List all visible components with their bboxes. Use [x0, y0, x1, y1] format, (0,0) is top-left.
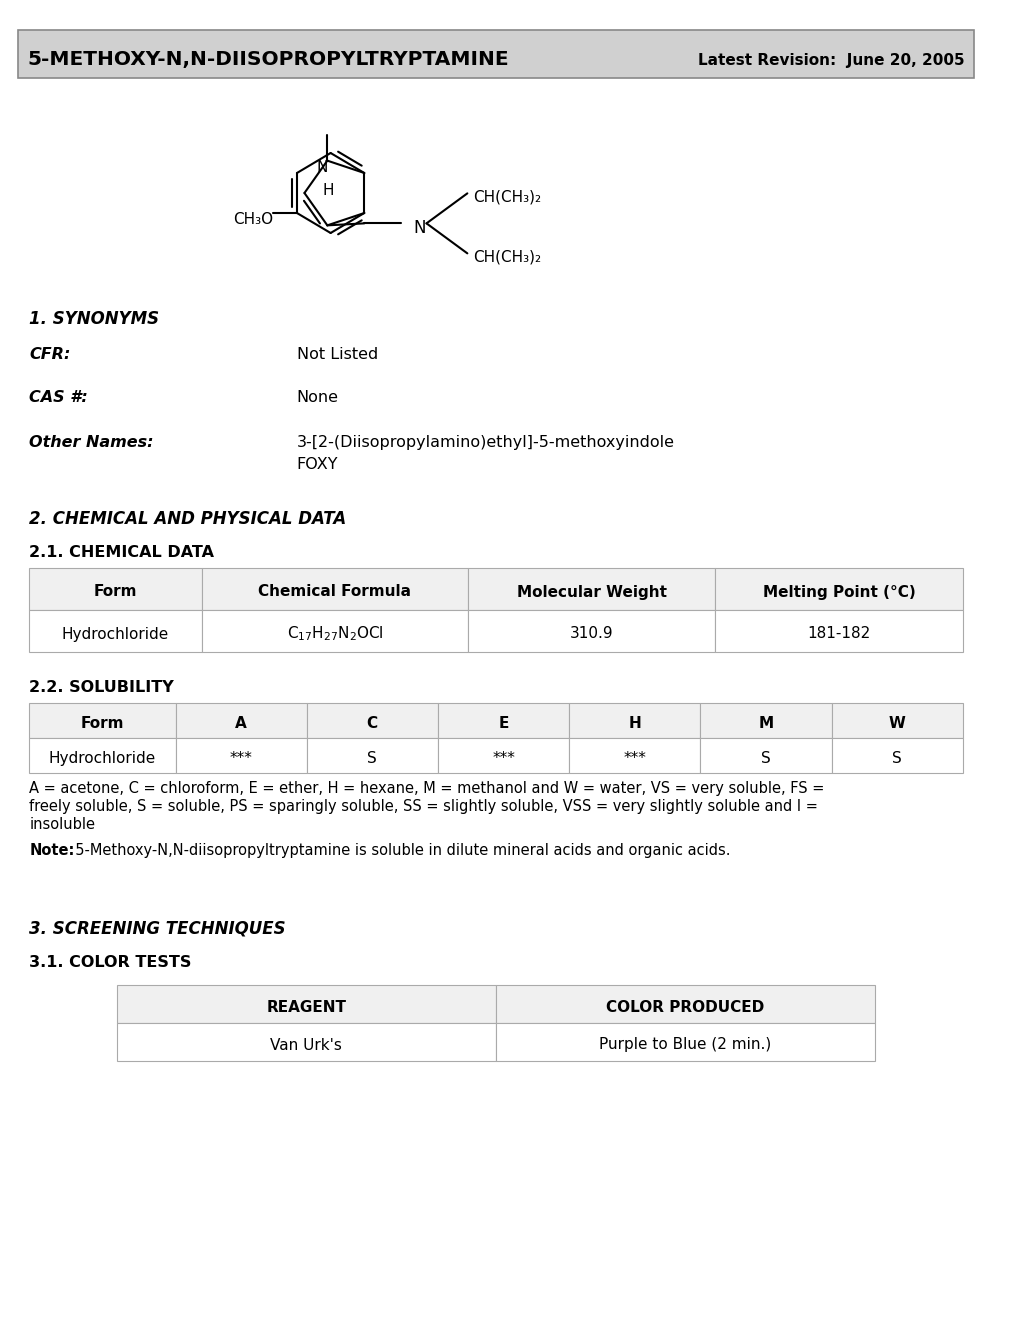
FancyBboxPatch shape [17, 30, 973, 78]
Text: ***: *** [623, 751, 645, 766]
Text: E: E [498, 715, 508, 731]
Bar [30, 738, 175, 774]
Text: S: S [760, 751, 770, 766]
Bar [468, 610, 714, 652]
Text: Hydrochloride: Hydrochloride [62, 627, 169, 642]
Text: 310.9: 310.9 [570, 627, 612, 642]
Text: N: N [317, 160, 328, 176]
Text: H: H [322, 183, 333, 198]
Bar [468, 568, 714, 610]
Text: A = acetone, C = chloroform, E = ether, H = hexane, M = methanol and W = water, : A = acetone, C = chloroform, E = ether, … [30, 781, 823, 796]
Text: ***: *** [229, 751, 253, 766]
Text: Other Names:: Other Names: [30, 436, 154, 450]
Text: 5-METHOXY-N,N-DIISOPROPYLTRYPTAMINE: 5-METHOXY-N,N-DIISOPROPYLTRYPTAMINE [28, 50, 508, 70]
Text: N: N [413, 219, 426, 238]
Text: COLOR PRODUCED: COLOR PRODUCED [606, 999, 764, 1015]
Text: CH(CH₃)₂: CH(CH₃)₂ [473, 249, 541, 265]
Text: CH₃O: CH₃O [233, 211, 273, 227]
Bar [830, 704, 962, 738]
Text: 3. SCREENING TECHNIQUES: 3. SCREENING TECHNIQUES [30, 920, 285, 939]
Text: Latest Revision:  June 20, 2005: Latest Revision: June 20, 2005 [697, 53, 964, 67]
Text: Note:: Note: [30, 843, 74, 858]
Text: Not Listed: Not Listed [297, 347, 377, 362]
Bar [700, 704, 830, 738]
Text: Melting Point (°C): Melting Point (°C) [762, 585, 914, 599]
Bar [202, 610, 468, 652]
Bar [830, 738, 962, 774]
Text: 5-Methoxy-N,N-diisopropyltryptamine is soluble in dilute mineral acids and organ: 5-Methoxy-N,N-diisopropyltryptamine is s… [66, 843, 730, 858]
Text: 1. SYNONYMS: 1. SYNONYMS [30, 310, 159, 327]
Text: 2.2. SOLUBILITY: 2.2. SOLUBILITY [30, 680, 174, 696]
Text: $\mathregular{C_{17}H_{27}N_2OCl}$: $\mathregular{C_{17}H_{27}N_2OCl}$ [286, 624, 383, 643]
Text: Purple to Blue (2 min.): Purple to Blue (2 min.) [599, 1038, 771, 1052]
Bar [437, 738, 569, 774]
Text: CFR:: CFR: [30, 347, 70, 362]
Bar [202, 568, 468, 610]
Bar [495, 1023, 874, 1061]
Text: Hydrochloride: Hydrochloride [49, 751, 156, 766]
Text: Molecular Weight: Molecular Weight [516, 585, 666, 599]
Bar [116, 985, 495, 1023]
Bar [714, 568, 962, 610]
Text: FOXY: FOXY [297, 457, 337, 473]
Text: S: S [892, 751, 901, 766]
Text: Chemical Formula: Chemical Formula [258, 585, 411, 599]
Text: 2.1. CHEMICAL DATA: 2.1. CHEMICAL DATA [30, 545, 214, 560]
Bar [714, 610, 962, 652]
Text: freely soluble, S = soluble, PS = sparingly soluble, SS = slightly soluble, VSS : freely soluble, S = soluble, PS = sparin… [30, 799, 817, 814]
Text: insoluble: insoluble [30, 817, 95, 832]
Text: 181-182: 181-182 [807, 627, 870, 642]
Text: ***: *** [491, 751, 515, 766]
Text: A: A [235, 715, 247, 731]
Bar [175, 738, 307, 774]
Bar [569, 738, 700, 774]
Bar [175, 704, 307, 738]
Bar [307, 738, 437, 774]
Text: Form: Form [81, 715, 124, 731]
Text: C: C [367, 715, 377, 731]
Bar [307, 704, 437, 738]
Text: None: None [297, 389, 338, 405]
Bar [569, 704, 700, 738]
Bar [116, 1023, 495, 1061]
Bar [437, 704, 569, 738]
Text: M: M [757, 715, 772, 731]
Text: CH(CH₃)₂: CH(CH₃)₂ [473, 190, 541, 205]
Bar [30, 704, 175, 738]
Text: 2. CHEMICAL AND PHYSICAL DATA: 2. CHEMICAL AND PHYSICAL DATA [30, 510, 346, 528]
Text: Van Urk's: Van Urk's [270, 1038, 342, 1052]
Bar [495, 985, 874, 1023]
Text: CAS #:: CAS #: [30, 389, 88, 405]
Text: 3.1. COLOR TESTS: 3.1. COLOR TESTS [30, 954, 192, 970]
Text: S: S [367, 751, 377, 766]
Text: H: H [628, 715, 641, 731]
Text: W: W [888, 715, 905, 731]
Text: 3-[2-(Diisopropylamino)ethyl]-5-methoxyindole: 3-[2-(Diisopropylamino)ethyl]-5-methoxyi… [297, 436, 674, 450]
Bar [700, 738, 830, 774]
Text: Form: Form [94, 585, 138, 599]
Text: REAGENT: REAGENT [266, 999, 346, 1015]
Bar [30, 610, 202, 652]
Bar [30, 568, 202, 610]
